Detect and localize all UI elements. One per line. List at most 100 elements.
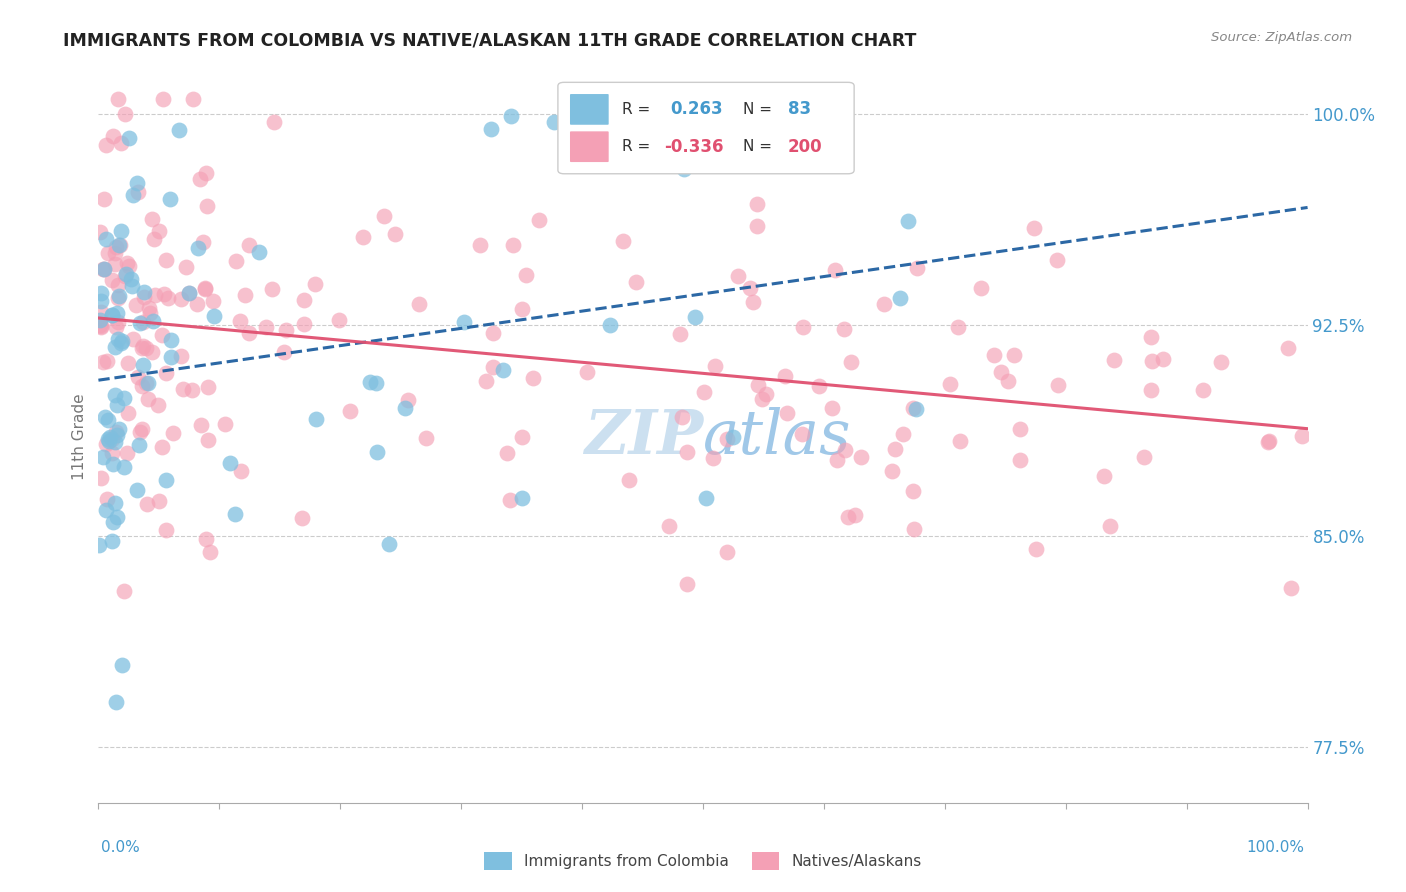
Point xyxy=(702,450,724,465)
Point xyxy=(238,237,260,252)
Point xyxy=(89,225,111,239)
Point xyxy=(121,188,143,202)
Point xyxy=(1002,348,1025,362)
Point xyxy=(339,404,361,418)
FancyBboxPatch shape xyxy=(569,94,609,125)
Point xyxy=(177,286,200,301)
Point xyxy=(91,355,114,369)
Point xyxy=(186,297,208,311)
Point xyxy=(138,392,160,407)
Point xyxy=(378,537,401,551)
Point xyxy=(1140,383,1163,397)
Point xyxy=(305,411,328,425)
Point xyxy=(97,432,120,446)
Point xyxy=(834,442,856,457)
Point xyxy=(824,263,846,277)
Point xyxy=(773,369,796,384)
Point xyxy=(997,374,1019,388)
Point xyxy=(1257,434,1279,449)
Point xyxy=(751,392,773,406)
Point xyxy=(108,238,131,252)
Point xyxy=(198,545,221,559)
Point xyxy=(89,313,111,327)
Point xyxy=(939,376,962,391)
Point xyxy=(716,544,738,558)
Point xyxy=(90,319,112,334)
Point xyxy=(110,136,132,151)
Point xyxy=(117,356,139,370)
Point xyxy=(716,432,738,446)
Point xyxy=(1209,355,1232,369)
Point xyxy=(97,245,120,260)
Point xyxy=(93,192,115,206)
Point xyxy=(170,349,193,363)
Point xyxy=(229,464,252,478)
Point xyxy=(90,285,112,300)
Point xyxy=(122,332,145,346)
Text: ZIP: ZIP xyxy=(583,407,703,467)
Point xyxy=(129,316,152,330)
Point xyxy=(394,401,416,415)
Point xyxy=(260,282,283,296)
Point xyxy=(1092,468,1115,483)
Point xyxy=(160,334,183,348)
Point xyxy=(107,291,129,305)
Point xyxy=(89,538,111,552)
Point xyxy=(98,430,121,444)
Point xyxy=(111,334,134,349)
Point xyxy=(496,446,519,460)
Point xyxy=(352,230,374,244)
Point xyxy=(366,445,388,459)
Point xyxy=(1132,450,1154,464)
Point xyxy=(139,306,162,320)
FancyBboxPatch shape xyxy=(558,82,855,174)
Point xyxy=(745,219,768,233)
Point xyxy=(117,406,139,420)
Point xyxy=(105,306,128,320)
Point xyxy=(134,285,156,300)
Point xyxy=(104,496,127,510)
Point xyxy=(673,161,696,176)
Point xyxy=(93,261,115,276)
Point xyxy=(169,292,191,306)
Point xyxy=(118,131,141,145)
Point xyxy=(612,234,634,248)
Text: 83: 83 xyxy=(787,101,811,119)
Point xyxy=(136,376,159,390)
Point xyxy=(214,417,236,431)
Point xyxy=(172,382,194,396)
Point xyxy=(474,374,496,388)
Text: -0.336: -0.336 xyxy=(664,137,724,156)
Point xyxy=(384,227,406,241)
Point xyxy=(695,491,717,505)
Point xyxy=(889,291,911,305)
Point xyxy=(1257,434,1279,448)
Point xyxy=(897,214,920,228)
Point xyxy=(197,433,219,447)
Point xyxy=(96,353,118,368)
FancyBboxPatch shape xyxy=(569,131,609,162)
Point xyxy=(808,106,831,120)
Point xyxy=(136,497,159,511)
Point xyxy=(470,238,492,252)
Point xyxy=(575,365,598,379)
Point xyxy=(515,268,537,282)
Point xyxy=(741,294,763,309)
Point xyxy=(96,492,118,507)
Point xyxy=(499,109,522,123)
Point xyxy=(101,433,124,447)
Point xyxy=(128,437,150,451)
Point xyxy=(110,336,132,351)
Point xyxy=(197,379,219,393)
Point xyxy=(101,457,124,471)
Text: 100.0%: 100.0% xyxy=(1247,840,1305,855)
Point xyxy=(181,93,204,107)
Point xyxy=(359,375,381,389)
Point xyxy=(905,402,928,417)
Point xyxy=(1008,422,1031,436)
Point xyxy=(131,422,153,436)
Point xyxy=(101,446,124,460)
Point xyxy=(194,281,217,295)
Point xyxy=(776,406,799,420)
Point xyxy=(127,370,149,384)
